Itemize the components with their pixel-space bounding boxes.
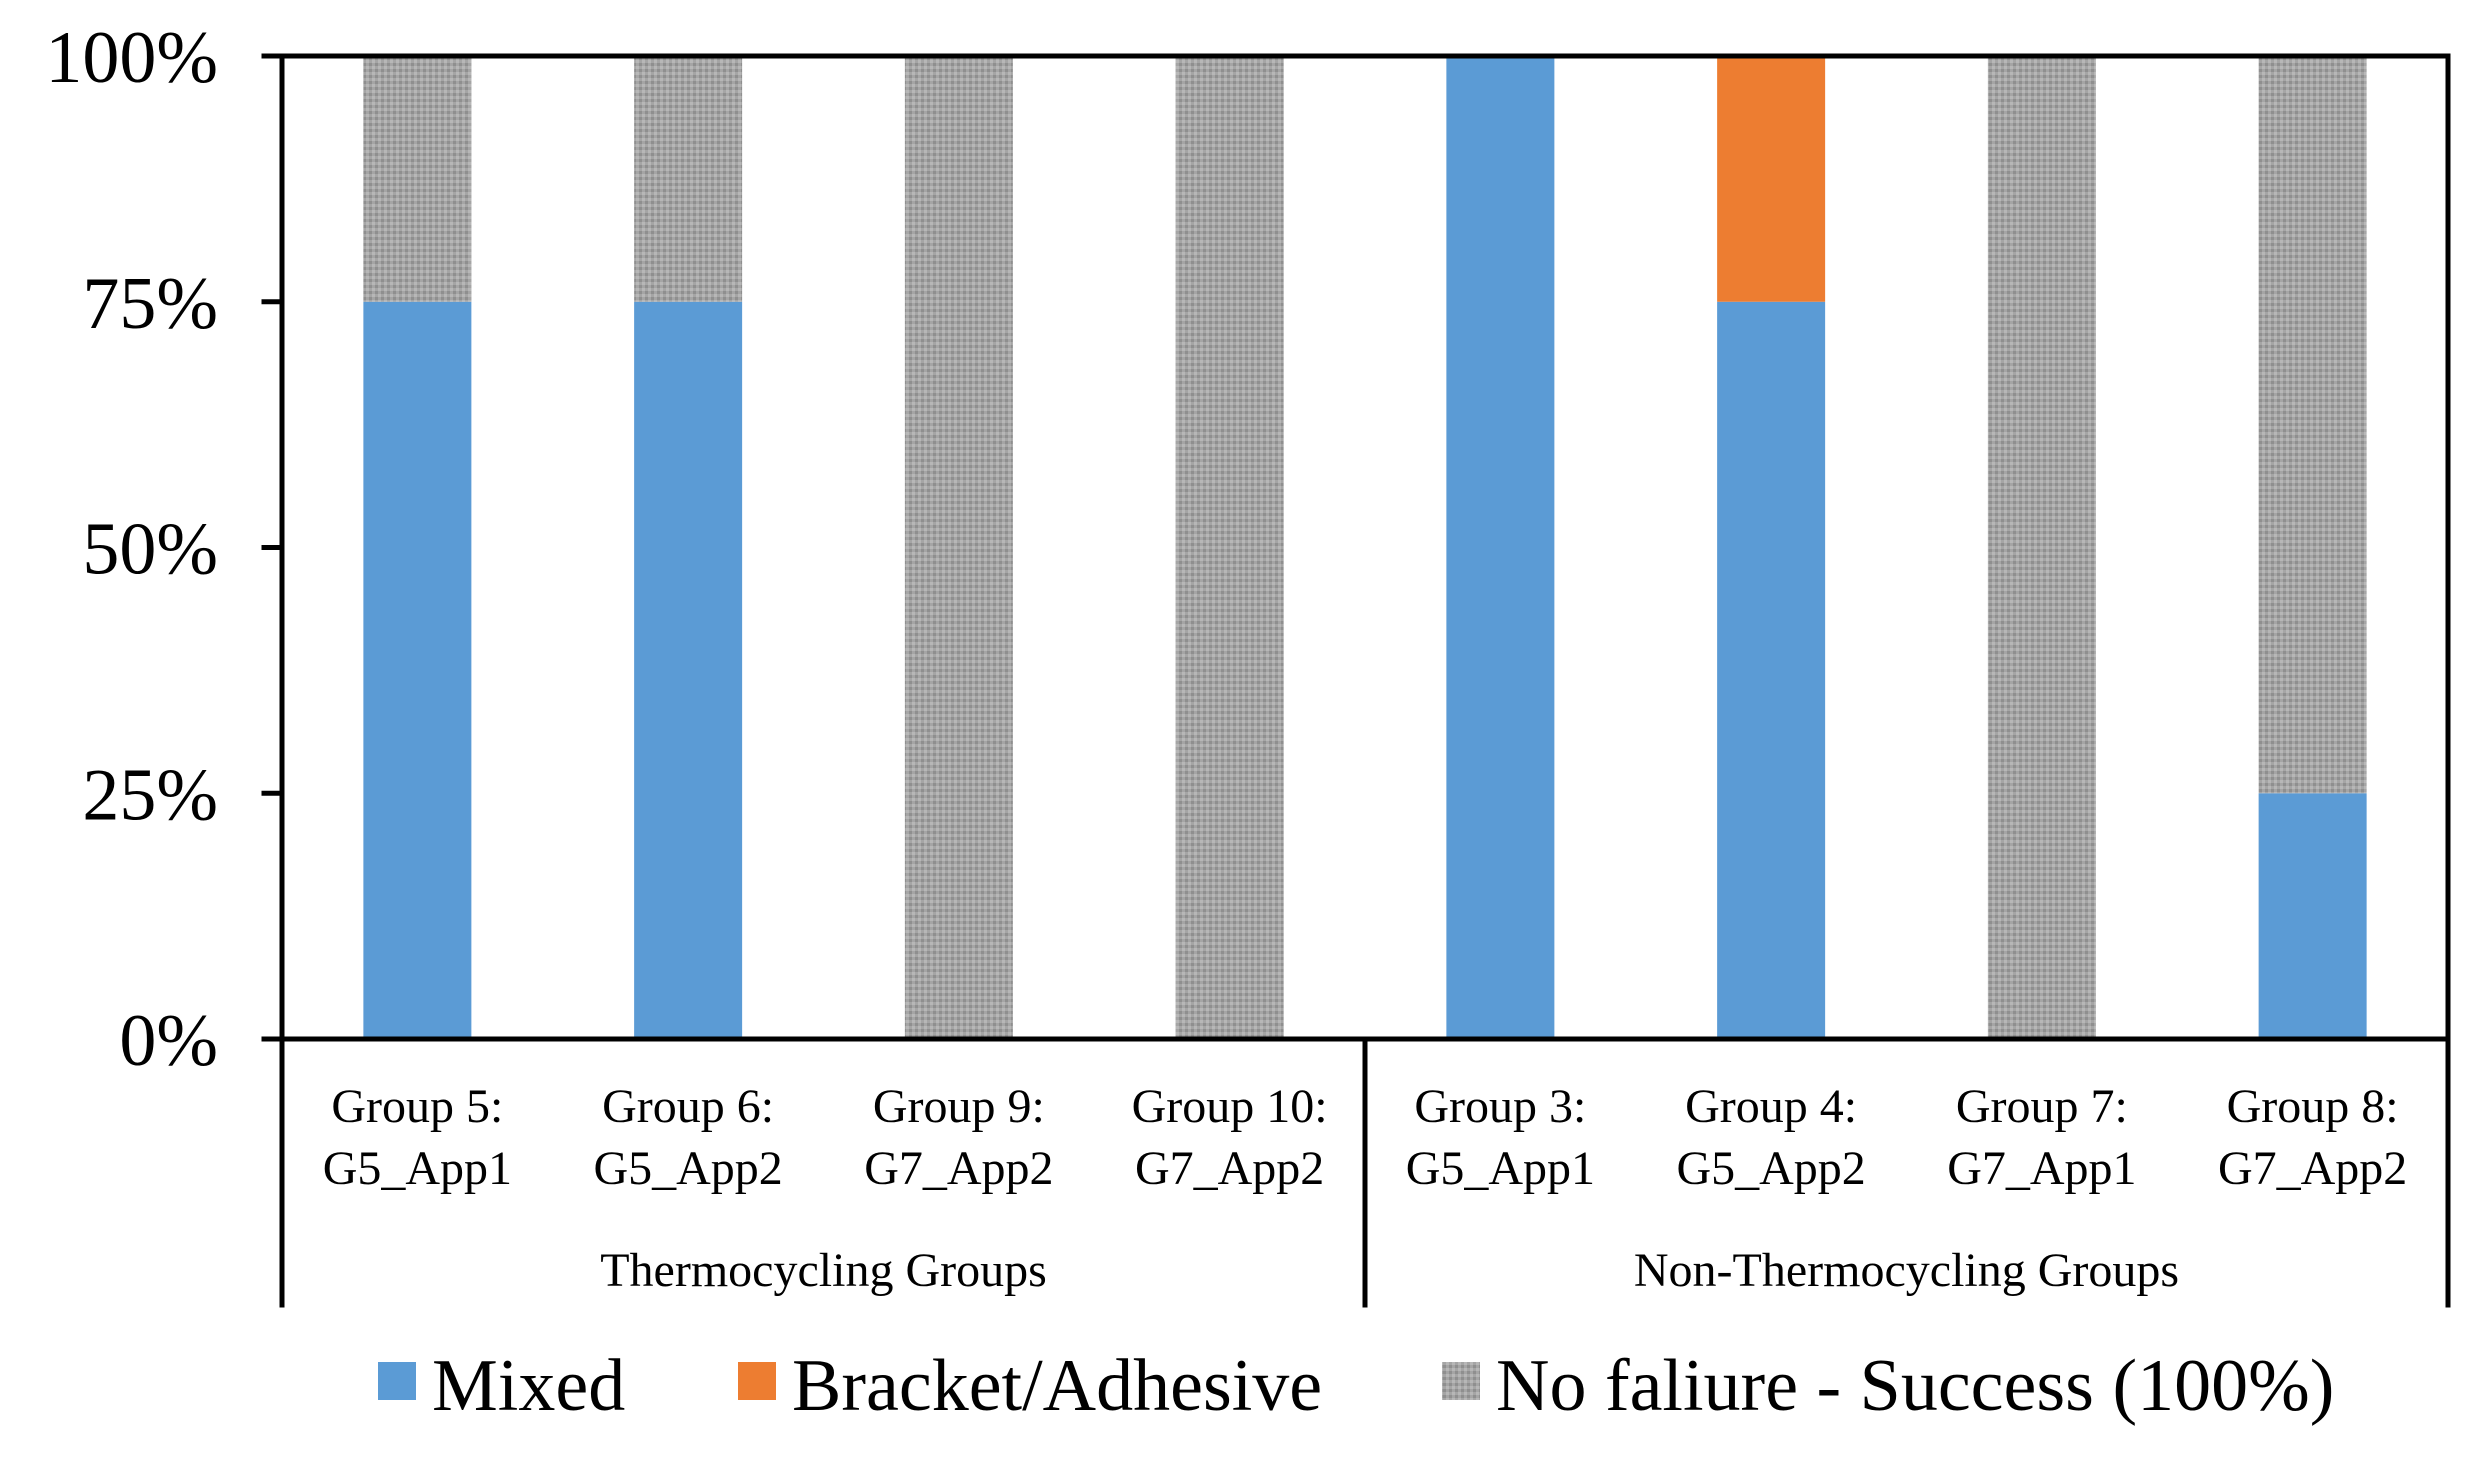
x-group-label: Thermocycling Groups [600,1244,1047,1297]
bar-segment-3-series-3 [904,56,1013,1039]
x-group-label: Non-Thermocycling Groups [1634,1244,2179,1297]
bar-segment-4-series-3 [1175,56,1284,1039]
labels-layer: 0% 25% 50% 75% 100% Group 5: G5_App1 Group 6: G5… [45,17,2407,1297]
legend-swatch [1442,1362,1480,1400]
legend-label: Bracket/Adhesive [792,1345,1322,1427]
y-tick-label: 50% [82,509,218,591]
bars-layer [363,56,2367,1039]
y-tick-label: 25% [82,754,218,836]
x-category-label: Group 8: G7_App2 [2218,1080,2407,1195]
legend-label: Mixed [432,1345,625,1427]
bar-segment-2-series-1 [634,301,743,1039]
bar-segment-6-series-1 [1717,301,1826,1039]
x-category-label: Group 6: G5_App2 [593,1080,782,1195]
y-tick-label: 100% [45,17,218,99]
bar-segment-5-series-1 [1446,56,1555,1039]
bar-segment-8-series-3 [2258,56,2367,794]
legend-label: No faliure - Success (100%) [1496,1345,2334,1427]
y-tick-label: 75% [82,263,218,345]
axes-layer [261,53,2451,1308]
bar-segment-1-series-3 [363,56,472,302]
x-category-label: Group 4: G5_App2 [1676,1080,1865,1195]
x-category-label: Group 3: G5_App1 [1406,1080,1595,1195]
y-tick-label: 0% [119,1000,218,1082]
legend-swatch [738,1362,776,1400]
bar-segment-6-series-2 [1717,56,1826,302]
x-category-label: Group 5: G5_App1 [323,1080,512,1195]
bar-segment-7-series-3 [1987,56,2096,1039]
x-category-label: Group 7: G7_App1 [1947,1080,2136,1195]
bar-segment-1-series-1 [363,301,472,1039]
bar-segment-2-series-3 [634,56,743,302]
x-category-label: Group 9: G7_App2 [864,1080,1053,1195]
legend-swatch [378,1362,416,1400]
x-category-label: Group 10: G7_App2 [1132,1080,1328,1195]
legend: Mixed Bracket/Adhesive No faliure - Succes… [378,1345,2334,1427]
bar-segment-8-series-1 [2258,793,2367,1039]
